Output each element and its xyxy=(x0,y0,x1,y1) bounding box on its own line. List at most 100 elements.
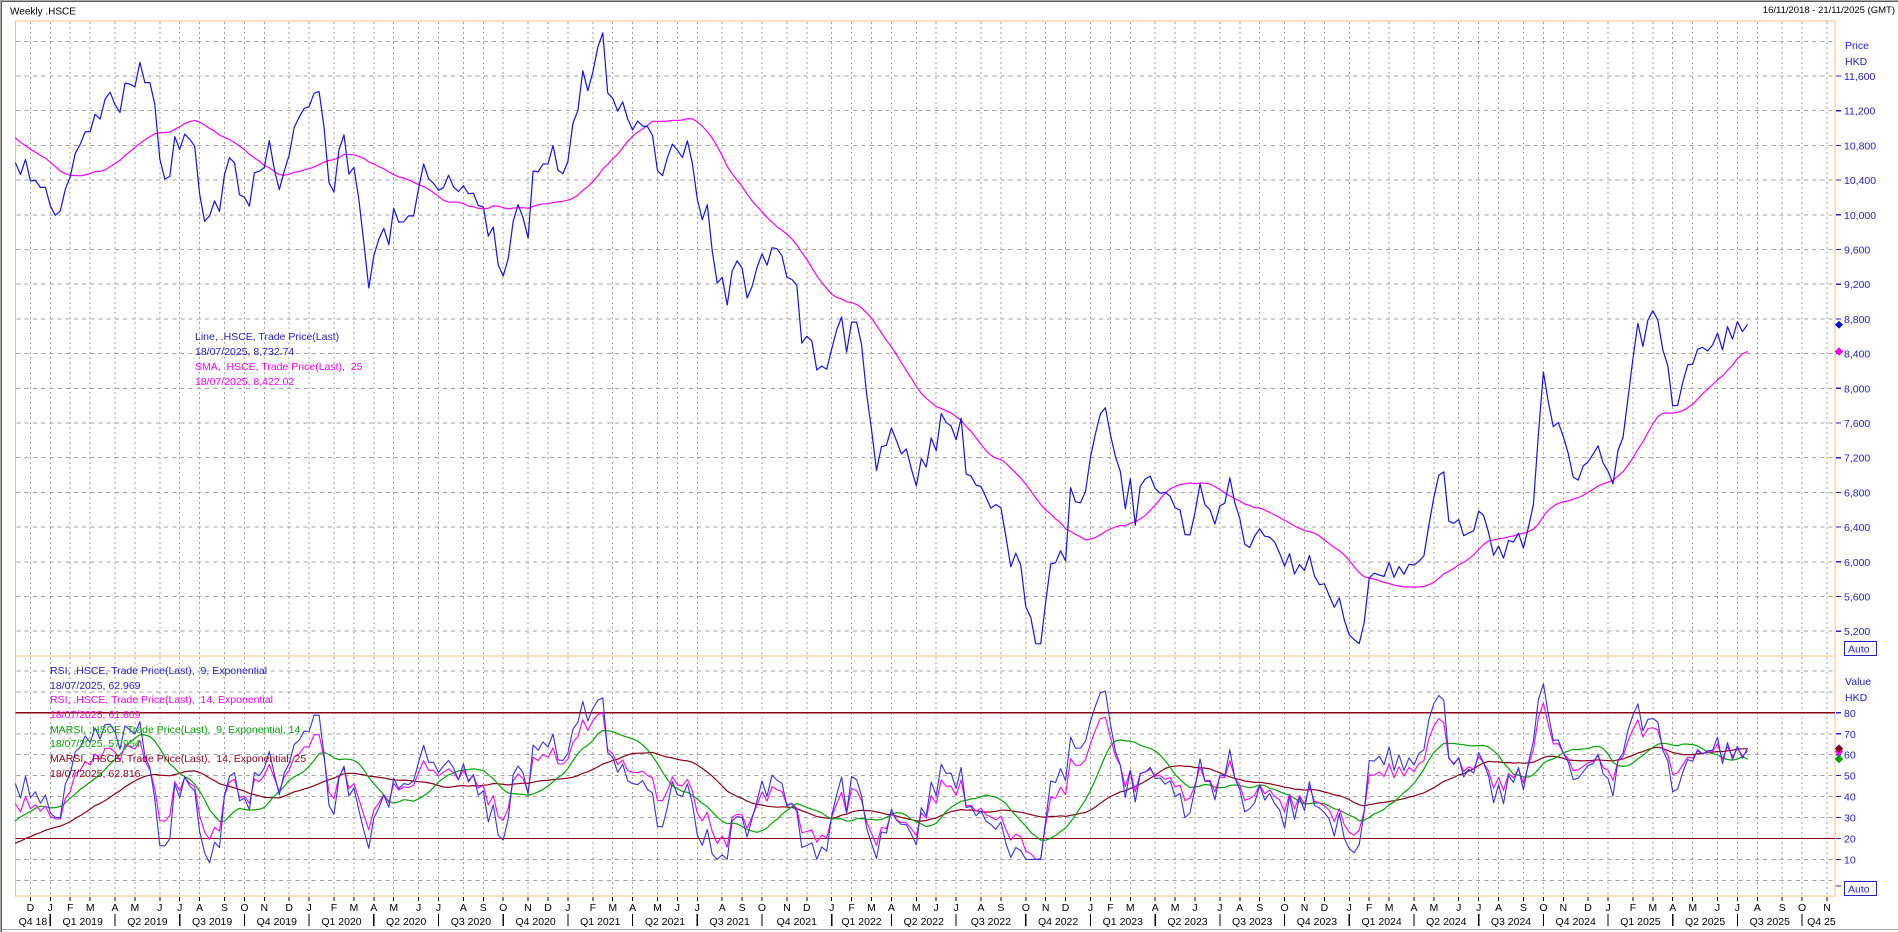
svg-text:A: A xyxy=(629,902,636,914)
svg-text:N: N xyxy=(1301,902,1309,914)
svg-text:30: 30 xyxy=(1844,813,1856,825)
svg-text:D: D xyxy=(27,902,35,914)
svg-text:N: N xyxy=(1042,902,1050,914)
svg-text:6,400: 6,400 xyxy=(1844,522,1870,534)
svg-text:6,800: 6,800 xyxy=(1844,487,1870,499)
svg-text:Q4 25: Q4 25 xyxy=(1807,916,1836,928)
svg-text:M: M xyxy=(653,902,662,914)
svg-text:16/11/2018 - 21/11/2025 (GMT): 16/11/2018 - 21/11/2025 (GMT) xyxy=(1763,5,1895,16)
svg-text:Q1 2024: Q1 2024 xyxy=(1361,916,1401,928)
svg-text:A: A xyxy=(460,902,467,914)
svg-text:M: M xyxy=(608,902,617,914)
svg-text:Q3 2019: Q3 2019 xyxy=(192,916,232,928)
svg-text:O: O xyxy=(1798,902,1806,914)
svg-text:S: S xyxy=(480,902,487,914)
svg-text:J: J xyxy=(1735,902,1740,914)
svg-text:Q4 2022: Q4 2022 xyxy=(1038,916,1078,928)
svg-text:M: M xyxy=(867,902,876,914)
svg-text:Q2 2022: Q2 2022 xyxy=(904,916,944,928)
svg-text:9,600: 9,600 xyxy=(1844,245,1870,257)
svg-text:J: J xyxy=(829,902,834,914)
svg-text:J: J xyxy=(48,902,53,914)
svg-text:O: O xyxy=(240,902,248,914)
svg-text:M: M xyxy=(1171,902,1180,914)
svg-text:Q3 2024: Q3 2024 xyxy=(1491,916,1531,928)
svg-text:J: J xyxy=(1217,902,1222,914)
svg-text:A: A xyxy=(370,902,377,914)
svg-text:Q1 2020: Q1 2020 xyxy=(321,916,361,928)
svg-text:5,600: 5,600 xyxy=(1844,592,1870,604)
svg-text:Q3 2023: Q3 2023 xyxy=(1232,916,1272,928)
svg-text:11,600: 11,600 xyxy=(1844,71,1875,83)
svg-text:S: S xyxy=(1779,902,1786,914)
svg-text:Q4 2023: Q4 2023 xyxy=(1297,916,1337,928)
svg-text:10: 10 xyxy=(1844,854,1856,866)
svg-text:M: M xyxy=(131,902,140,914)
svg-text:A: A xyxy=(977,902,984,914)
svg-text:F: F xyxy=(590,902,596,914)
svg-text:J: J xyxy=(1715,902,1720,914)
svg-text:6,000: 6,000 xyxy=(1844,557,1870,569)
svg-text:18/07/2025, 8,732.74: 18/07/2025, 8,732.74 xyxy=(195,346,294,358)
svg-text:9,200: 9,200 xyxy=(1844,279,1870,291)
svg-text:Q1 2019: Q1 2019 xyxy=(63,916,103,928)
svg-text:J: J xyxy=(436,902,441,914)
svg-text:HKD: HKD xyxy=(1845,56,1868,68)
svg-text:N: N xyxy=(783,902,791,914)
svg-text:M: M xyxy=(1430,902,1439,914)
svg-text:7,600: 7,600 xyxy=(1844,418,1870,430)
svg-text:8,000: 8,000 xyxy=(1844,383,1870,395)
svg-text:Q1 2021: Q1 2021 xyxy=(580,916,620,928)
svg-text:F: F xyxy=(1366,902,1372,914)
svg-text:N: N xyxy=(1823,902,1831,914)
svg-text:M: M xyxy=(389,902,398,914)
svg-text:A: A xyxy=(111,902,118,914)
svg-text:11,200: 11,200 xyxy=(1844,106,1875,118)
svg-text:S: S xyxy=(221,902,228,914)
svg-text:A: A xyxy=(1152,902,1159,914)
svg-text:RSI, .HSCE, Trade Price(Last),: RSI, .HSCE, Trade Price(Last), 9, Expone… xyxy=(50,665,267,677)
svg-text:F: F xyxy=(1630,902,1636,914)
svg-text:Q2 2024: Q2 2024 xyxy=(1426,916,1466,928)
svg-text:50: 50 xyxy=(1844,771,1856,783)
svg-text:D: D xyxy=(1062,902,1070,914)
svg-text:A: A xyxy=(1669,902,1676,914)
svg-text:Q1 2025: Q1 2025 xyxy=(1620,916,1660,928)
svg-text:18/07/2025, 62.969: 18/07/2025, 62.969 xyxy=(50,680,141,692)
svg-text:5,200: 5,200 xyxy=(1844,626,1870,638)
svg-text:A: A xyxy=(1410,902,1417,914)
svg-text:Auto: Auto xyxy=(1848,644,1870,656)
svg-text:F: F xyxy=(848,902,854,914)
svg-text:70: 70 xyxy=(1844,729,1856,741)
svg-text:Q3 2021: Q3 2021 xyxy=(710,916,750,928)
svg-text:O: O xyxy=(1539,902,1547,914)
svg-text:J: J xyxy=(953,902,958,914)
svg-text:O: O xyxy=(758,902,766,914)
svg-text:Q2 2019: Q2 2019 xyxy=(127,916,167,928)
svg-text:SMA, .HSCE, Trade Price(Last),: SMA, .HSCE, Trade Price(Last), 25 xyxy=(195,361,363,373)
svg-text:Q2 2025: Q2 2025 xyxy=(1685,916,1725,928)
svg-text:Q4 2024: Q4 2024 xyxy=(1556,916,1596,928)
svg-text:D: D xyxy=(1321,902,1329,914)
svg-text:F: F xyxy=(331,902,337,914)
svg-text:A: A xyxy=(196,902,203,914)
svg-text:M: M xyxy=(1688,902,1697,914)
svg-text:F: F xyxy=(67,902,73,914)
svg-text:18/07/2025, 8,422.02: 18/07/2025, 8,422.02 xyxy=(195,376,294,388)
svg-text:8,800: 8,800 xyxy=(1844,314,1870,326)
svg-text:A: A xyxy=(719,902,726,914)
svg-text:MARSI, .HSCE, Trade Price(Last: MARSI, .HSCE, Trade Price(Last), 14, Exp… xyxy=(50,753,306,765)
svg-text:18/07/2025, 57.954: 18/07/2025, 57.954 xyxy=(50,738,141,750)
svg-text:Q3 2022: Q3 2022 xyxy=(971,916,1011,928)
svg-text:J: J xyxy=(306,902,311,914)
svg-text:F: F xyxy=(1107,902,1113,914)
svg-text:Q4 2020: Q4 2020 xyxy=(515,916,555,928)
svg-text:S: S xyxy=(1520,902,1527,914)
svg-text:D: D xyxy=(1584,902,1592,914)
svg-text:80: 80 xyxy=(1844,708,1856,720)
svg-text:20: 20 xyxy=(1844,834,1856,846)
svg-text:MARSI, .HSCE, Trade Price(Last: MARSI, .HSCE, Trade Price(Last), 9, Expo… xyxy=(50,724,301,736)
svg-text:N: N xyxy=(524,902,532,914)
svg-text:N: N xyxy=(1560,902,1568,914)
svg-text:60: 60 xyxy=(1844,750,1856,762)
